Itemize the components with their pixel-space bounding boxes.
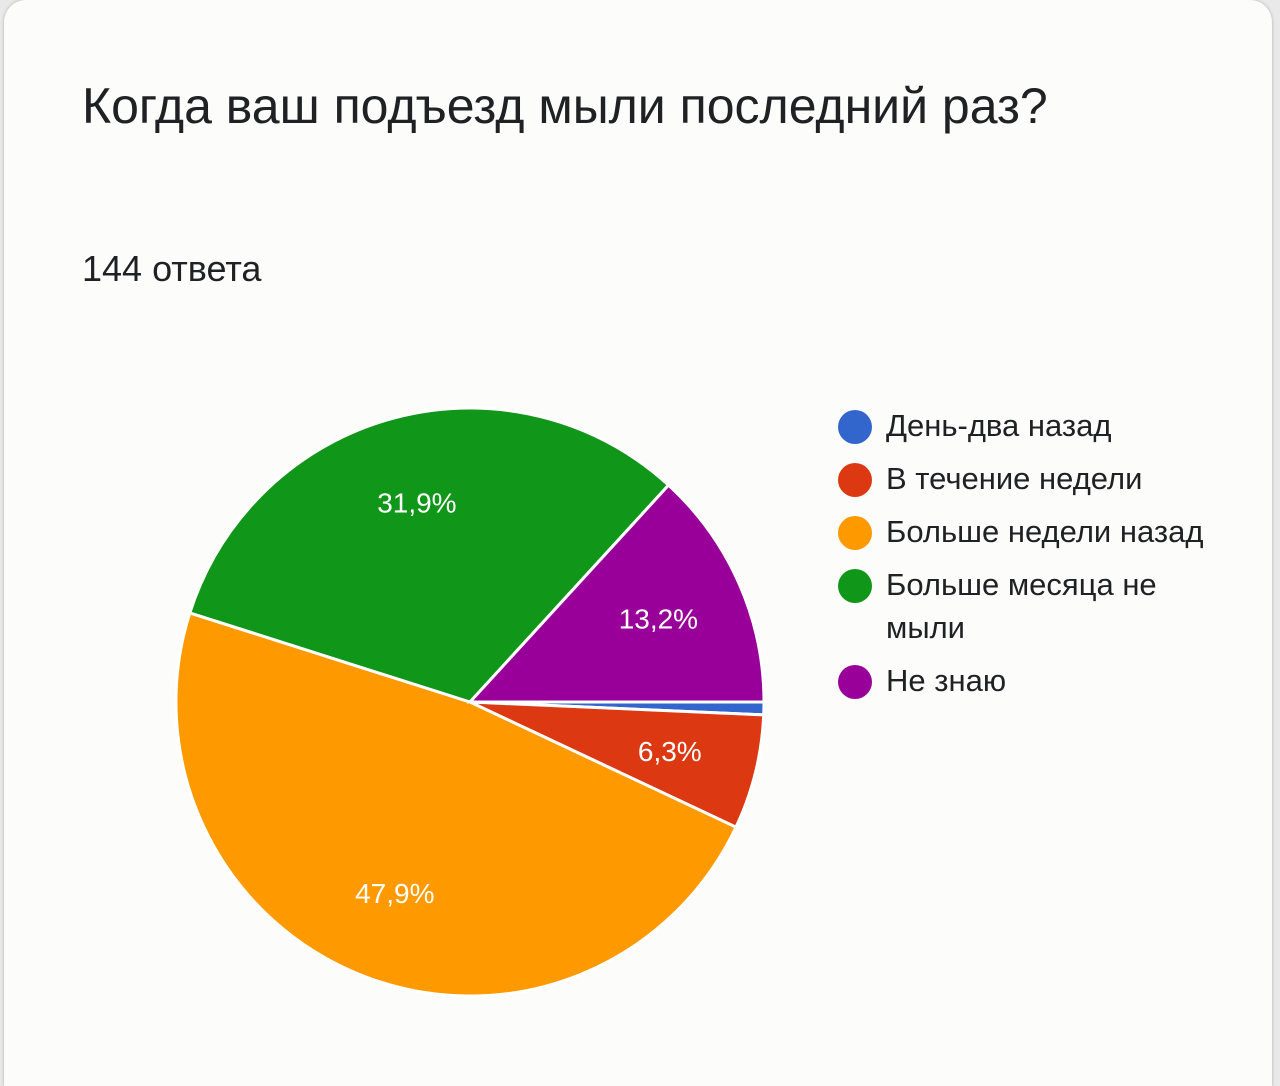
legend-dot-icon [838,516,872,550]
data-label-within-week: 6,3% [638,736,702,767]
chart-legend: День-два назад В течение недели Больше н… [838,404,1238,712]
legend-dot-icon [838,569,872,603]
question-title: Когда ваш подъезд мыли последний раз? [82,78,1048,134]
response-count: 144 ответа [82,248,262,289]
pie-slice-dont-know[interactable] [466,483,766,704]
pie-slice-more-than-week[interactable] [174,611,739,998]
legend-label: День-два назад [886,408,1112,443]
legend-dot-icon [838,665,872,699]
data-label-more-than-month: 31,9% [377,488,456,519]
data-label-dont-know: 13,2% [619,604,698,635]
legend-label: Не знаю [886,663,1007,698]
legend-item-day-two[interactable]: День-два назад [838,404,1238,447]
legend-label: В течение недели [886,461,1143,496]
pie-slice-within-week[interactable] [469,700,766,830]
legend-item-more-than-week[interactable]: Больше недели назад [838,510,1238,553]
legend-item-more-than-month[interactable]: Больше месяца не мыли [838,563,1238,649]
legend-dot-icon [838,463,872,497]
legend-label: Больше недели назад [886,514,1204,549]
legend-dot-icon [838,410,872,444]
response-card: Когда ваш подъезд мыли последний раз? 14… [4,0,1272,1086]
pie-chart: 6,3% 47,9% 31,9% 13,2% [174,406,766,998]
legend-label: Больше месяца не мыли [886,567,1157,645]
legend-item-within-week[interactable]: В течение недели [838,457,1238,500]
pie-slice-more-than-month[interactable] [187,406,671,704]
legend-item-dont-know[interactable]: Не знаю [838,659,1238,702]
data-label-more-than-week: 47,9% [355,878,434,909]
